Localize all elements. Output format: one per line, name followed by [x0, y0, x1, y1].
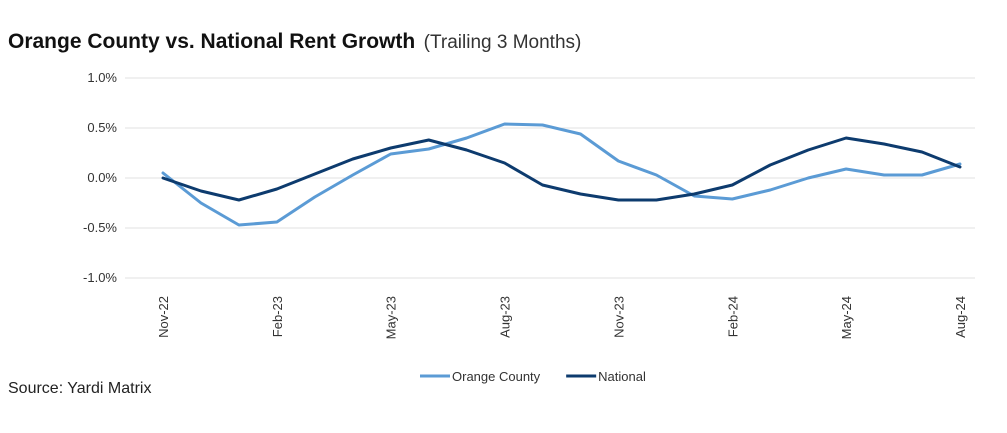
x-tick-label: May-23	[384, 296, 399, 339]
legend-label: National	[598, 369, 646, 384]
y-tick-label: -0.5%	[83, 220, 117, 235]
x-tick-label: Nov-22	[156, 296, 171, 338]
y-tick-label: -1.0%	[83, 270, 117, 285]
chart-title-row: Orange County vs. National Rent Growth (…	[8, 30, 581, 54]
x-tick-label: Feb-23	[270, 296, 285, 337]
legend-label: Orange County	[452, 369, 541, 384]
x-tick-label: Feb-24	[725, 296, 740, 337]
y-axis-ticks: 1.0% 0.5% 0.0% -0.5% -1.0%	[83, 70, 117, 285]
gridlines	[125, 77, 975, 279]
x-tick-label: May-24	[839, 296, 854, 339]
legend: Orange County National	[420, 369, 646, 384]
chart-title: Orange County vs. National Rent Growth	[8, 30, 416, 53]
x-tick-label: Aug-23	[498, 296, 513, 338]
series-lines	[161, 122, 962, 227]
series-line-orange-county	[161, 122, 962, 227]
y-tick-label: 1.0%	[87, 70, 117, 85]
y-tick-label: 0.5%	[87, 120, 117, 135]
source-note: Source: Yardi Matrix	[8, 380, 152, 397]
series-line-national	[161, 136, 962, 202]
x-tick-label: Nov-23	[611, 296, 626, 338]
x-tick-label: Aug-24	[953, 296, 968, 338]
y-tick-label: 0.0%	[87, 170, 117, 185]
chart-subtitle: (Trailing 3 Months)	[423, 32, 582, 53]
x-axis-ticks: Nov-22 Feb-23 May-23 Aug-23 Nov-23 Feb-24 May-…	[156, 296, 968, 339]
